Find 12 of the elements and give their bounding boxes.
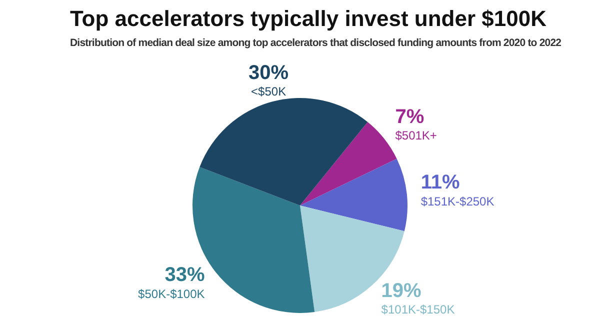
data-label: 19% (381, 280, 422, 302)
data-label: 33% (164, 264, 205, 286)
slice-label: $50K-$100K (138, 287, 205, 302)
slice-label: $101K-$150K (381, 302, 455, 317)
data-label: 7% (395, 106, 424, 128)
data-label: 30% (248, 62, 289, 84)
slice-label: $151K-$250K (420, 194, 494, 208)
slice-label: $501K+ (395, 128, 437, 143)
chart-subtitle: Distribution of median deal size among top accelerators that disclosed funding amounts from 2020 to 2022 (70, 37, 562, 49)
data-label: 11% (420, 172, 460, 194)
chart-title: Top accelerators typically invest under $100K (70, 6, 546, 32)
slice-label: <$50K (251, 84, 286, 99)
